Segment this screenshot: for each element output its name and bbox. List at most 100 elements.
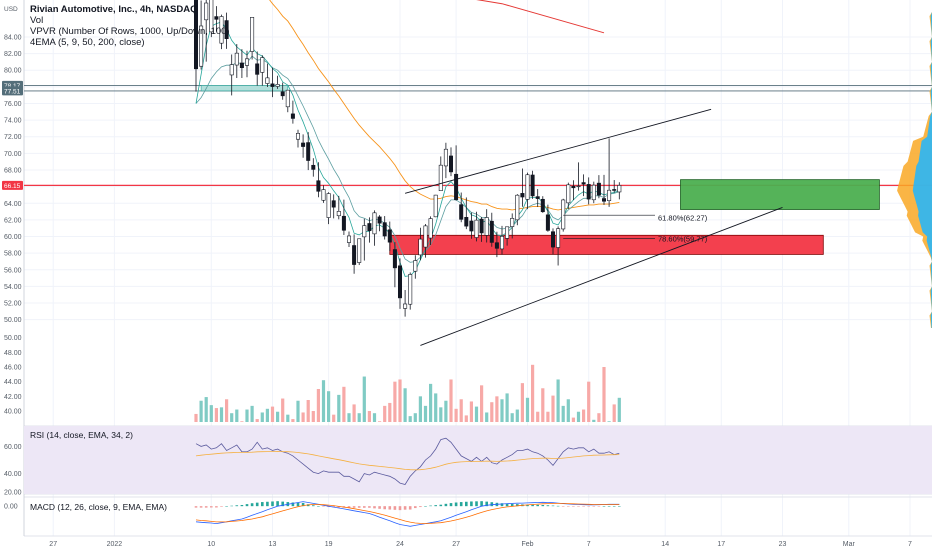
volume-bar [383, 405, 387, 422]
candle-body [499, 236, 504, 250]
candle-body [392, 249, 397, 269]
vpvr-label[interactable]: VPVR (Number Of Rows, 1000, Up/Down, 100… [30, 26, 230, 37]
macd-histogram-bar [266, 501, 269, 507]
time-tick-label: Mar [843, 541, 856, 548]
time-tick-label: 19 [325, 541, 333, 548]
macd-histogram-bar [577, 506, 580, 507]
trendlines[interactable] [404, 108, 783, 346]
price-tick-label: 84.00 [4, 34, 22, 41]
volume-bar [510, 413, 514, 422]
macd-histogram-bar [459, 502, 463, 507]
candle-body [469, 220, 474, 232]
candle-body [209, 0, 214, 33]
macd-histogram-bar [383, 506, 386, 510]
candle-body [545, 214, 550, 231]
vpvr-profile [897, 12, 932, 328]
macd-histogram-bar [510, 503, 514, 507]
candle-body [311, 164, 316, 170]
candle-body [326, 193, 331, 218]
candle-body [397, 265, 402, 299]
symbol-title[interactable]: Rivian Automotive, Inc., 4h, NASDAQ [30, 4, 198, 15]
volume-bar [464, 415, 468, 422]
price-tick-label: 64.00 [4, 201, 22, 208]
macd-label[interactable]: MACD (12, 26, close, 9, EMA, EMA) [30, 502, 167, 512]
macd-histogram-bar [587, 506, 590, 507]
macd-histogram-bar [449, 503, 453, 507]
macd-histogram-bar [597, 506, 601, 507]
volume-bar [449, 379, 453, 422]
vol-label[interactable]: Vol [30, 15, 44, 26]
rsi-tick-label: 60.00 [4, 444, 22, 451]
candle-body [520, 193, 525, 198]
price-tag-label: 78.17 [4, 83, 21, 90]
candle-body [459, 204, 464, 220]
ema-label[interactable]: 4EMA (5, 9, 50, 200, close) [30, 37, 145, 48]
volume-bar [219, 407, 224, 422]
macd-tick-label: 0.00 [4, 504, 18, 511]
volume-bar [255, 419, 259, 422]
volume-bar [372, 413, 377, 422]
price-tick-label: 74.00 [4, 118, 22, 125]
candle-body [540, 198, 545, 213]
volume-bar [347, 413, 351, 422]
fib-label: 78.60%(59.77) [658, 234, 708, 243]
candle-body [535, 196, 540, 199]
volume-bar [306, 400, 310, 422]
macd-histogram-bar [618, 506, 621, 507]
price-axis[interactable]: 50.00 52.00 54.00 56.00 58.00 60.00 62.00 64.00… [4, 34, 22, 510]
candle-body [377, 216, 382, 224]
volume-bar [490, 402, 494, 422]
macd-histogram-bar [408, 506, 412, 510]
macd-histogram-bar [500, 503, 504, 507]
volume-bar [230, 413, 234, 422]
price-tick-label: 60.00 [4, 234, 22, 241]
volume-bar [332, 414, 336, 422]
macd-histogram-bar [393, 506, 397, 510]
macd-histogram-bar [215, 506, 218, 508]
volume-bar [541, 388, 545, 422]
candle-body [285, 89, 290, 108]
volume-bar [281, 398, 285, 422]
ema-50-line [269, 0, 620, 211]
candle-body [612, 189, 617, 191]
candle-body [316, 180, 321, 192]
candle-body [239, 62, 244, 69]
time-tick-label: 23 [779, 541, 787, 548]
macd-histogram-bar [322, 506, 325, 507]
macd-histogram-bar [398, 506, 402, 511]
macd-histogram-bar [255, 502, 259, 507]
candle-body [367, 223, 372, 232]
macd-histogram-bar [271, 501, 274, 507]
candle-body [601, 198, 606, 202]
macd-histogram-bar [220, 506, 223, 507]
candle-body [418, 238, 423, 256]
candle-body [372, 212, 377, 235]
candle-body [479, 218, 484, 234]
macd-histogram-bar [327, 506, 330, 508]
volume-tick-label: 46.00 [4, 365, 22, 372]
price-tick-label: 62.00 [4, 217, 22, 224]
vpvr-volume-area [897, 12, 932, 328]
candle-body [494, 242, 499, 249]
candle-body [443, 148, 448, 167]
time-tick-label: 27 [49, 541, 57, 548]
time-axis[interactable]: 2720221013192427Feb7141723Mar71421 [49, 541, 932, 548]
price-tag [2, 180, 23, 190]
macd-histogram-bar [312, 505, 315, 507]
rsi-background [24, 426, 932, 494]
price-tag-label: 66.15 [4, 183, 21, 190]
macd-histogram-bar [388, 506, 392, 510]
candle-body [408, 274, 413, 305]
macd-histogram-bar [276, 501, 279, 507]
green-zone-box [680, 179, 880, 210]
rsi-label[interactable]: RSI (14, close, EMA, 34, 2) [30, 430, 133, 440]
candle-body [295, 133, 300, 140]
time-tick-label: 17 [717, 541, 725, 548]
volume-bar [607, 421, 611, 422]
volume-bar [587, 381, 591, 422]
macd-histogram-bar [516, 504, 519, 507]
time-tick-label: 13 [269, 541, 277, 548]
volume-bar [612, 404, 616, 422]
